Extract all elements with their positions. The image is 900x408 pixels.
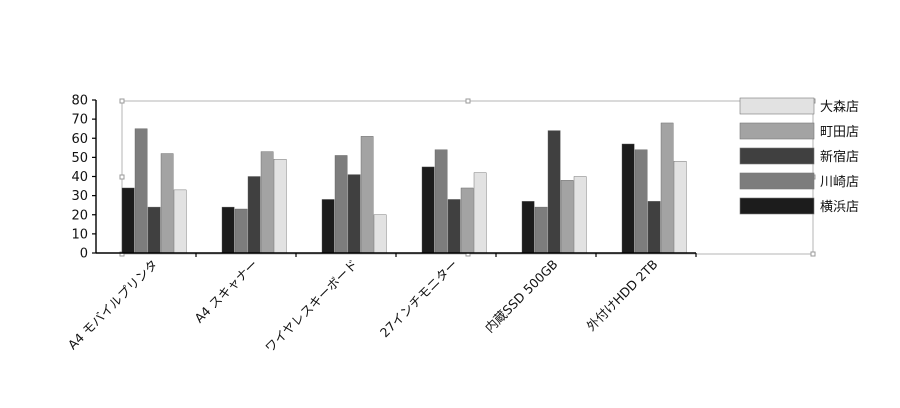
bar-4-1 bbox=[421, 166, 435, 254]
bar-3-1 bbox=[321, 199, 335, 254]
bar-1-2 bbox=[134, 128, 148, 254]
legend-swatch bbox=[739, 122, 815, 140]
bar-6-3 bbox=[647, 201, 661, 254]
bar-2-5 bbox=[273, 159, 287, 254]
bar-4-2 bbox=[434, 149, 448, 254]
legend-label: 川崎店 bbox=[820, 175, 859, 190]
y-tick-label: 30 bbox=[71, 189, 88, 204]
y-tick-label: 0 bbox=[80, 247, 88, 262]
legend-swatch bbox=[739, 147, 815, 165]
x-category-label: 外付けHDD 2TB bbox=[583, 257, 660, 334]
bar-6-5 bbox=[673, 160, 687, 254]
bar-5-4 bbox=[560, 180, 574, 254]
legend-label: 横浜店 bbox=[820, 200, 859, 215]
bar-3-4 bbox=[360, 136, 374, 254]
bar-6-2 bbox=[634, 149, 648, 254]
x-category-label: 27インチモニター bbox=[377, 257, 461, 341]
bar-2-4 bbox=[260, 151, 274, 254]
bar-6-1 bbox=[621, 143, 635, 254]
bars-group bbox=[121, 122, 687, 254]
bar-5-1 bbox=[521, 201, 535, 254]
legend-label: 新宿店 bbox=[820, 149, 859, 165]
x-category-label: A4 スキャナー bbox=[191, 257, 260, 326]
bar-4-5 bbox=[473, 172, 487, 254]
y-tick-label: 10 bbox=[71, 227, 88, 242]
bar-4-4 bbox=[460, 187, 474, 254]
legend-label: 大森店 bbox=[820, 100, 859, 115]
bar-1-4 bbox=[160, 153, 174, 254]
y-tick-label: 70 bbox=[71, 113, 88, 128]
bar-5-5 bbox=[573, 176, 587, 254]
bar-2-3 bbox=[247, 176, 261, 254]
y-tick-label: 20 bbox=[71, 208, 88, 223]
y-tick-label: 60 bbox=[71, 132, 88, 147]
y-tick-label: 40 bbox=[71, 170, 88, 185]
legend-swatch bbox=[739, 97, 815, 115]
bar-5-3 bbox=[547, 130, 561, 254]
bar-3-3 bbox=[347, 174, 361, 254]
y-tick-label: 50 bbox=[71, 151, 88, 166]
x-category-label: A4 モバイルプリンタ bbox=[65, 257, 161, 353]
bar-1-5 bbox=[173, 189, 187, 254]
legend-swatch bbox=[739, 172, 815, 190]
bar-3-5 bbox=[373, 214, 387, 254]
x-category-label: 内蔵SSD 500GB bbox=[482, 257, 561, 336]
bar-6-4 bbox=[660, 122, 674, 254]
bar-4-3 bbox=[447, 199, 461, 254]
legend-swatch bbox=[739, 197, 815, 215]
bar-3-2 bbox=[334, 155, 348, 254]
legend-label: 町田店 bbox=[820, 125, 859, 140]
bar-5-2 bbox=[534, 206, 548, 254]
bar-1-1 bbox=[121, 187, 135, 254]
bar-2-1 bbox=[221, 206, 235, 254]
x-category-label: ワイヤレスキーボード bbox=[262, 257, 361, 356]
y-tick-label: 80 bbox=[71, 94, 88, 109]
bar-2-2 bbox=[234, 208, 248, 254]
bar-1-3 bbox=[147, 206, 161, 254]
